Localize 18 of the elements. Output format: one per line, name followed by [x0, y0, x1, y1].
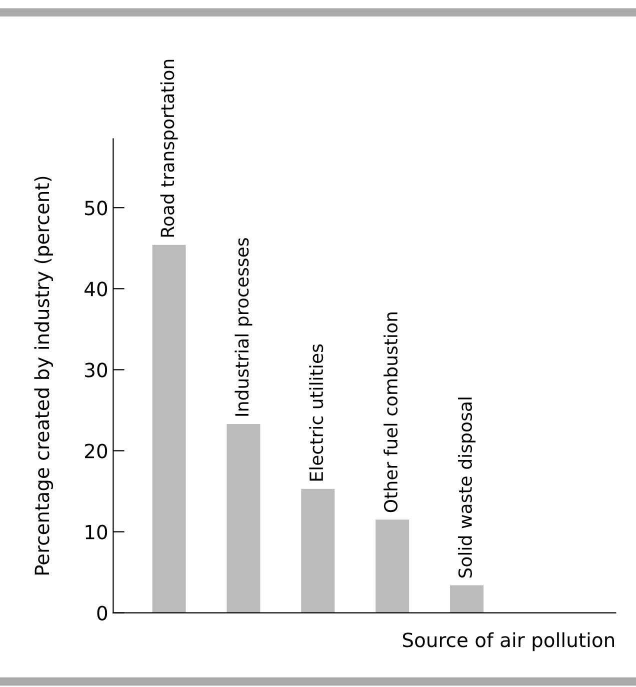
bar	[376, 520, 410, 613]
bar	[152, 244, 186, 613]
x-tick-label: Solid waste disposal	[458, 398, 476, 578]
y-tick-label: 0	[97, 606, 108, 620]
y-tick-label: 50	[85, 200, 108, 216]
x-tick-label: Other fuel combustion	[384, 312, 398, 512]
bar	[301, 488, 335, 613]
x-tick-label: Industrial processes	[234, 238, 252, 416]
bar	[226, 424, 260, 613]
x-tick-label: Electric utilities	[309, 344, 324, 481]
x-tick-label: Road transportation	[160, 60, 178, 237]
y-axis-title: Percentage created by industry (percent)	[34, 176, 54, 575]
y-tick-label: 20	[85, 444, 108, 458]
y-tick-label: 30	[85, 362, 108, 378]
y-tick-label: 40	[84, 282, 108, 296]
bar	[450, 585, 484, 613]
x-axis-title: Source of air pollution	[402, 632, 614, 652]
y-tick-label: 10	[86, 524, 108, 540]
